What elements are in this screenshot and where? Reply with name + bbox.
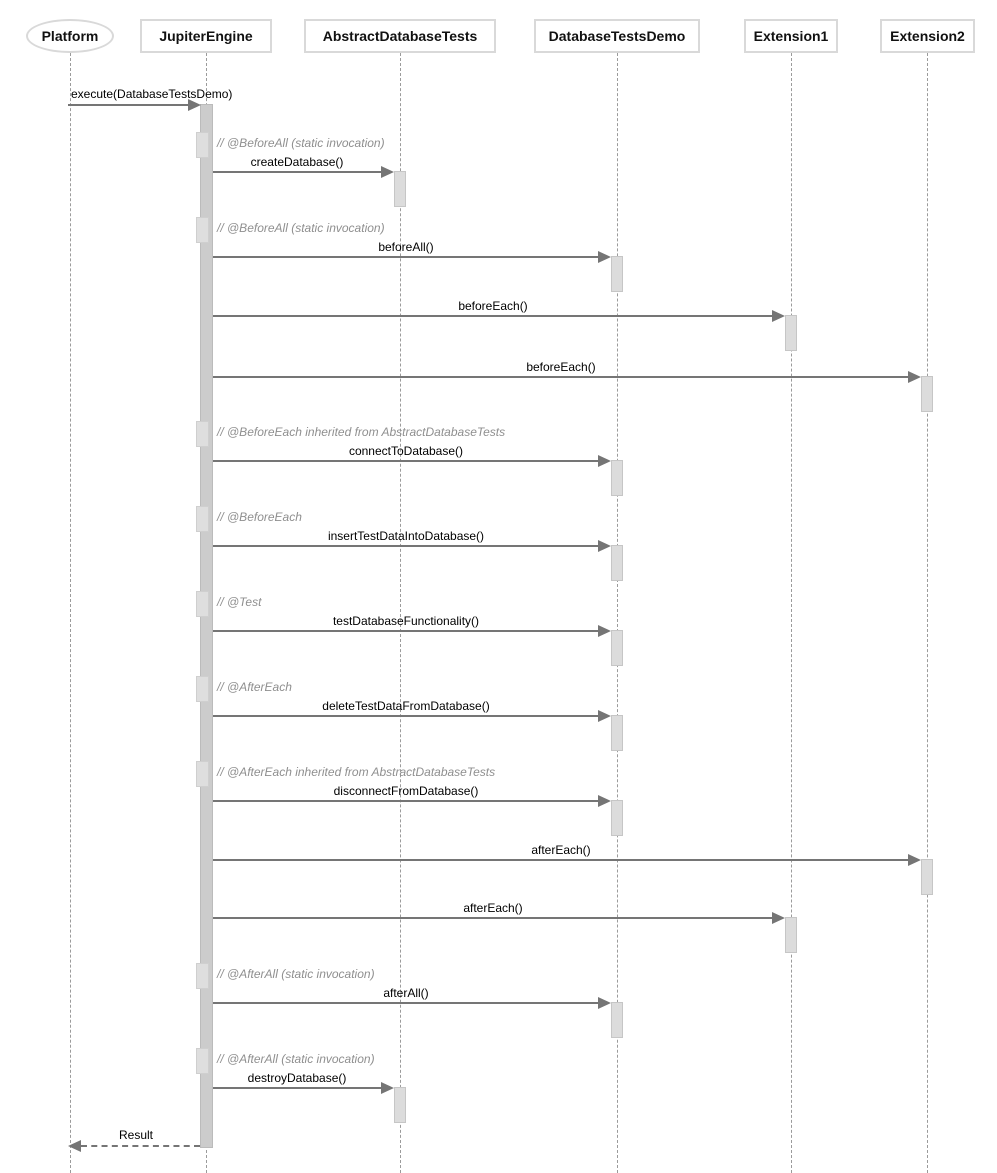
message-label: execute(DatabaseTestsDemo) [71,87,233,101]
message-label: insertTestDataIntoDatabase() [327,529,485,543]
participant-label: DatabaseTestsDemo [548,28,686,44]
message-label: destroyDatabase() [247,1071,347,1085]
message-label: beforeAll() [378,240,434,254]
arrowhead-icon [598,251,611,263]
activation-bar-databasetestsdemo [611,256,623,292]
lifecycle-comment: // @BeforeAll (static invocation) [217,136,385,150]
activation-bar-extension2 [921,376,933,412]
message-label: afterEach() [531,843,591,857]
participant-jupiterengine: JupiterEngine [140,19,272,53]
arrowhead-icon [772,310,785,322]
message-label: deleteTestDataFromDatabase() [322,699,490,713]
message-label: disconnectFromDatabase() [333,784,479,798]
participant-extension1: Extension1 [744,19,838,53]
message-label: testDatabaseFunctionality() [332,614,480,628]
message-label: beforeEach() [458,299,528,313]
activation-bar-abstractdatabasetests [394,1087,406,1123]
message-arrow [213,376,908,378]
arrowhead-icon [68,1140,81,1152]
activation-bar-databasetestsdemo [611,800,623,836]
arrowhead-icon [381,1082,394,1094]
message-arrow [213,545,598,547]
message-label: beforeEach() [526,360,596,374]
return-arrow [81,1145,200,1147]
participant-label: Extension2 [890,28,965,44]
lifeline-extension2 [927,53,928,1173]
participant-extension2: Extension2 [880,19,975,53]
activation-patch [196,1048,209,1074]
lifeline-extension1 [791,53,792,1173]
activation-patch [196,591,209,617]
lifecycle-comment: // @AfterAll (static invocation) [217,1052,375,1066]
message-arrow [213,315,772,317]
lifeline-platform [70,53,71,1173]
lifeline-databasetestsdemo [617,53,618,1173]
lifecycle-comment: // @AfterEach inherited from AbstractDat… [217,765,496,779]
activation-patch [196,506,209,532]
arrowhead-icon [598,540,611,552]
activation-patch [196,132,209,158]
participant-abstractdatabasetests: AbstractDatabaseTests [304,19,496,53]
lifecycle-comment: // @BeforeAll (static invocation) [217,221,385,235]
message-arrow [213,859,908,861]
message-arrow [68,104,188,106]
arrowhead-icon [772,912,785,924]
activation-bar-extension1 [785,315,797,351]
message-arrow [213,630,598,632]
message-arrow [213,1002,598,1004]
activation-bar-databasetestsdemo [611,460,623,496]
message-arrow [213,460,598,462]
message-arrow [213,1087,381,1089]
lifecycle-comment: // @Test [217,595,262,609]
arrowhead-icon [598,795,611,807]
arrowhead-icon [908,371,921,383]
arrowhead-icon [381,166,394,178]
participant-label: AbstractDatabaseTests [322,28,478,44]
arrowhead-icon [188,99,201,111]
participant-platform: Platform [26,19,114,53]
message-label: afterAll() [383,986,429,1000]
activation-bar-databasetestsdemo [611,545,623,581]
arrowhead-icon [598,455,611,467]
message-arrow [213,715,598,717]
activation-bar-jupiterengine [200,104,213,1148]
arrowhead-icon [598,710,611,722]
participant-label: Extension1 [753,28,829,44]
participant-label: Platform [41,28,99,44]
message-arrow [213,256,598,258]
arrowhead-icon [598,997,611,1009]
arrowhead-icon [908,854,921,866]
message-arrow [213,800,598,802]
lifecycle-comment: // @BeforeEach inherited from AbstractDa… [217,425,506,439]
activation-bar-abstractdatabasetests [394,171,406,207]
message-label: createDatabase() [250,155,344,169]
activation-patch [196,421,209,447]
arrowhead-icon [598,625,611,637]
message-label: Result [118,1128,154,1142]
lifeline-abstractdatabasetests [400,53,401,1173]
activation-patch [196,676,209,702]
activation-patch [196,761,209,787]
activation-patch [196,217,209,243]
message-arrow [213,171,381,173]
activation-bar-databasetestsdemo [611,1002,623,1038]
activation-bar-extension2 [921,859,933,895]
participant-label: JupiterEngine [159,28,253,44]
lifecycle-comment: // @BeforeEach [217,510,302,524]
participant-databasetestsdemo: DatabaseTestsDemo [534,19,700,53]
activation-bar-databasetestsdemo [611,715,623,751]
activation-patch [196,963,209,989]
message-label: connectToDatabase() [348,444,464,458]
activation-bar-extension1 [785,917,797,953]
message-arrow [213,917,772,919]
activation-bar-databasetestsdemo [611,630,623,666]
message-label: afterEach() [463,901,523,915]
lifecycle-comment: // @AfterEach [217,680,292,694]
lifecycle-comment: // @AfterAll (static invocation) [217,967,375,981]
